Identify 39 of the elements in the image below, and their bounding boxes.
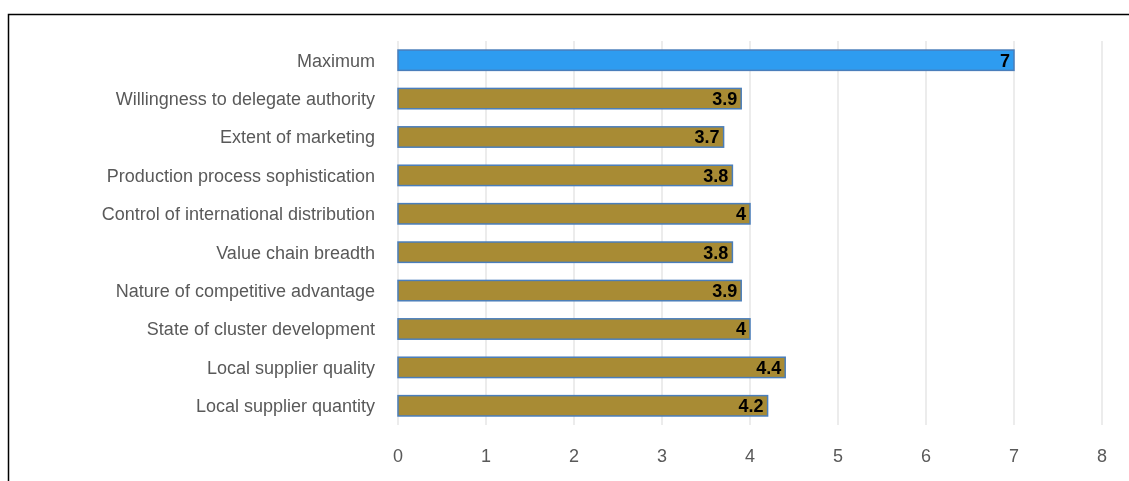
x-tick-label: 2 — [568, 446, 580, 467]
x-tick-label: 4 — [744, 446, 756, 467]
bar — [397, 126, 725, 148]
data-label: 4.2 — [738, 396, 764, 417]
data-label: 3.9 — [712, 281, 738, 302]
bar — [397, 164, 734, 187]
y-tick-label: Local supplier quantity — [195, 396, 375, 417]
bar — [397, 87, 742, 110]
y-tick-label: Local supplier quality — [206, 357, 375, 378]
bar — [397, 356, 786, 379]
bar — [397, 394, 769, 417]
x-tick-label: 0 — [392, 446, 404, 467]
data-label: 3.7 — [694, 127, 720, 148]
y-tick-label: Value chain breadth — [216, 242, 375, 263]
x-tick-label: 5 — [832, 446, 844, 467]
x-tick-label: 7 — [1008, 446, 1020, 467]
y-tick-label: Maximum — [296, 50, 375, 71]
data-label: 3.8 — [703, 242, 729, 263]
bar — [397, 202, 751, 225]
data-label: 7 — [999, 50, 1010, 71]
data-label: 4.4 — [756, 357, 782, 378]
y-tick-label: State of cluster development — [146, 319, 375, 340]
x-tick-label: 3 — [656, 446, 668, 467]
y-tick-label: Extent of marketing — [219, 127, 375, 148]
bar — [397, 241, 734, 264]
y-tick-label: Nature of competitive advantage — [115, 281, 375, 302]
x-tick-label: 8 — [1096, 446, 1108, 467]
data-label: 4 — [735, 204, 746, 225]
data-label: 4 — [735, 319, 746, 340]
bar — [397, 318, 751, 340]
data-label: 3.8 — [703, 165, 729, 186]
y-tick-label: Willingness to delegate authority — [115, 89, 375, 110]
bar — [397, 49, 1015, 72]
data-label: 3.9 — [712, 89, 738, 110]
bar — [397, 279, 742, 302]
x-tick-label: 6 — [920, 446, 932, 467]
y-tick-label: Control of international distribution — [101, 204, 375, 225]
x-tick-label: 1 — [480, 446, 492, 467]
y-tick-label: Production process sophistication — [106, 165, 375, 186]
